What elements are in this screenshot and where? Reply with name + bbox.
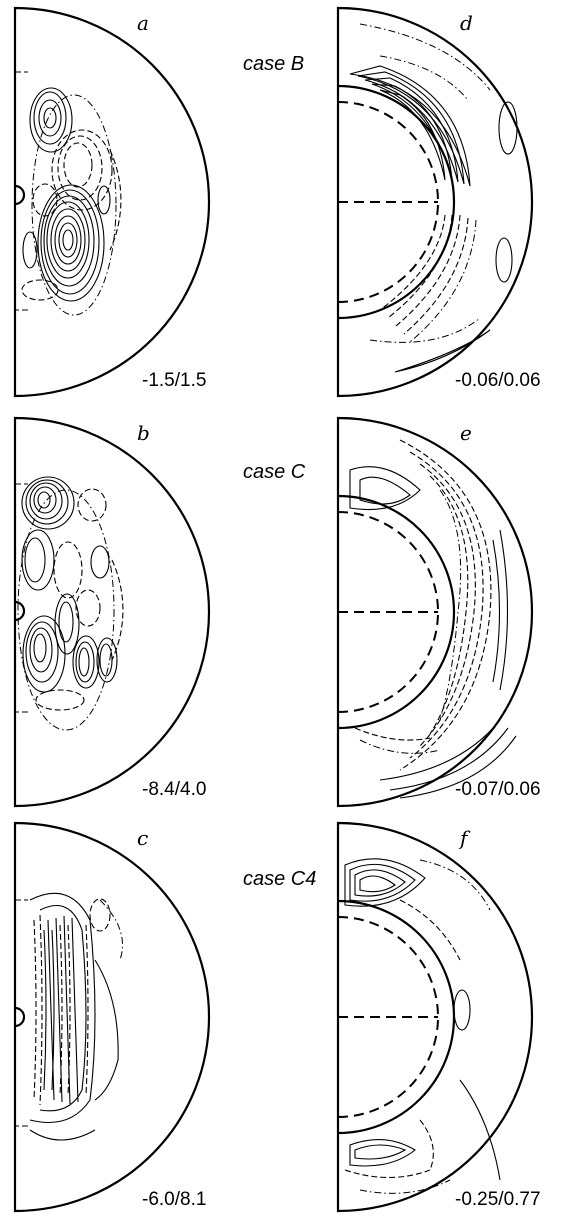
panel-c-contours <box>29 892 123 1141</box>
panel-d-tc-boundary <box>337 101 439 303</box>
range-label-a: -1.5/1.5 <box>142 370 206 391</box>
panel-f-contours <box>344 858 501 1194</box>
panel-c-outline <box>13 821 211 1213</box>
range-label-f: -0.25/0.77 <box>455 1189 541 1210</box>
panel-a: a -1.5/1.5 <box>13 6 211 398</box>
panel-b-outline <box>13 416 211 808</box>
case-label-c4: case C4 <box>243 868 316 890</box>
panel-d-outline <box>336 6 534 398</box>
panel-e-contours <box>349 439 517 799</box>
panel-f-outline <box>336 821 534 1213</box>
panel-b: b -8.4/4.0 <box>13 416 211 808</box>
panel-letter-a: a <box>137 11 149 35</box>
panel-a-tc-boundary <box>15 71 122 311</box>
panel-d-contours <box>349 23 518 373</box>
range-label-d: -0.06/0.06 <box>455 370 541 391</box>
panel-letter-d: d <box>460 11 473 35</box>
panel-a-inner-boundary <box>14 184 26 206</box>
range-label-b: -8.4/4.0 <box>142 779 206 800</box>
panel-f: f -0.25/0.77 <box>336 821 541 1213</box>
panel-c-inner-boundary <box>14 1006 26 1028</box>
range-label-c: -6.0/8.1 <box>142 1189 206 1210</box>
panel-letter-b: b <box>137 421 150 445</box>
panel-letter-f: f <box>458 826 471 850</box>
panel-f-inner-core <box>337 899 456 1135</box>
panel-d-inner-core <box>337 84 456 320</box>
panel-a-outline <box>13 6 211 398</box>
panel-c-tc-boundary <box>15 899 28 1127</box>
panel-letter-e: e <box>460 421 472 445</box>
panel-d: d -0.06/0.06 <box>336 6 541 398</box>
panel-e: e -0.07/0.06 <box>336 416 541 808</box>
panel-letter-c: c <box>137 826 148 850</box>
panel-e-tc-boundary <box>337 511 439 713</box>
panel-b-contours <box>17 476 118 731</box>
range-label-e: -0.07/0.06 <box>455 779 541 800</box>
case-label-c: case C <box>243 461 306 483</box>
panel-c: c -6.0/8.1 <box>13 821 211 1213</box>
panel-b-inner-boundary <box>14 600 26 622</box>
case-label-b: case B <box>243 53 304 75</box>
panel-e-inner-core <box>337 494 456 730</box>
panel-a-contours <box>21 87 117 316</box>
panel-e-outline <box>336 416 534 808</box>
panel-f-tc-boundary <box>337 916 439 1118</box>
